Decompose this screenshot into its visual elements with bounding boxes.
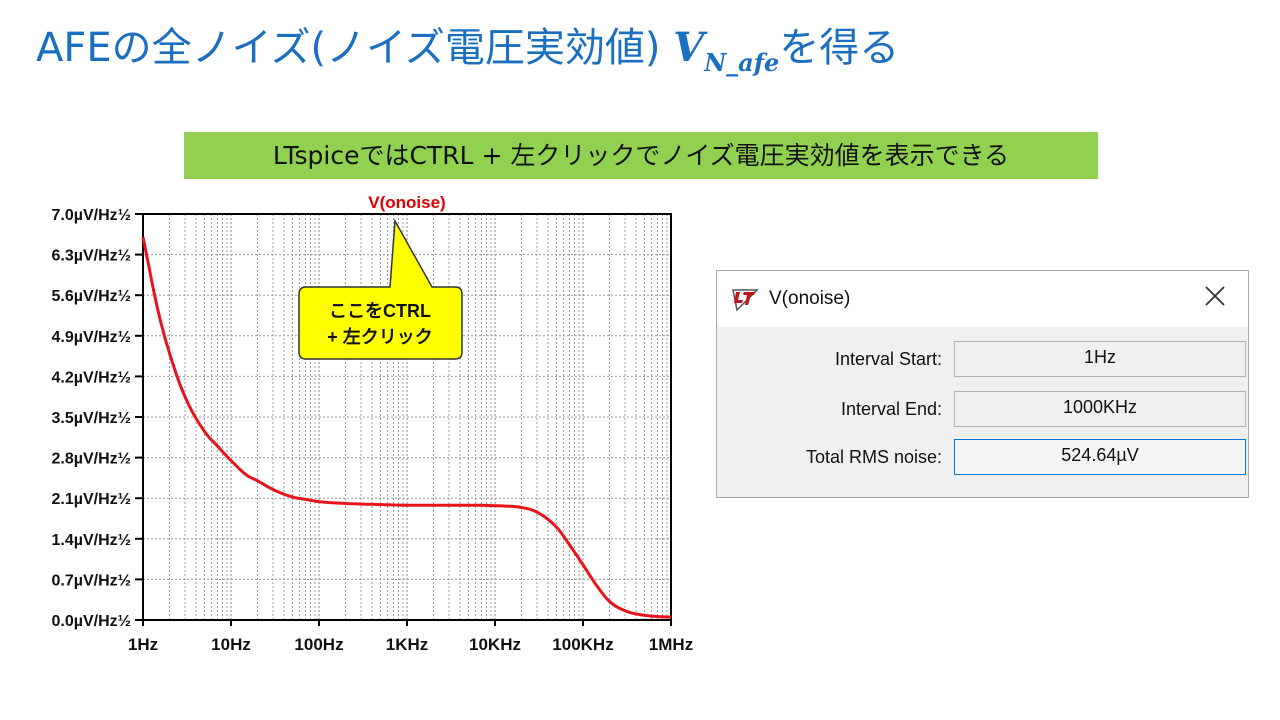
dialog-title: V(onoise): [769, 288, 851, 309]
info-banner: LTspiceではCTRL + 左クリックでノイズ電圧実効値を表示できる: [184, 132, 1098, 179]
y-tick-label: 0.0µV/Hz½: [52, 613, 131, 630]
callout-bubble: [298, 218, 463, 360]
noise-chart: 7.0µV/Hz½ 6.3µV/Hz½ 5.6µV/Hz½ 4.9µV/Hz½ 4.2µ…: [52, 193, 694, 654]
y-tick-label: 0.7µV/Hz½: [52, 572, 131, 589]
total-rms-noise-field[interactable]: 524.64µV: [954, 439, 1246, 475]
x-tick-label: 1MHz: [649, 635, 693, 654]
interval-start-field[interactable]: 1Hz: [954, 341, 1246, 377]
callout-line2: + 左クリック: [327, 326, 433, 347]
title-text: AFEの全ノイズ(ノイズ電圧実効値): [36, 25, 674, 71]
title-suffix: を得る: [779, 25, 900, 71]
x-tick-label: 10Hz: [211, 635, 251, 654]
y-tick-label: 5.6µV/Hz½: [52, 288, 131, 305]
x-tick-label: 10KHz: [469, 635, 521, 654]
title-symbol-sub: N_afe: [704, 48, 780, 77]
x-axis: 1Hz 10Hz 100Hz 1KHz 10KHz 100KHz 1MHz: [128, 620, 693, 654]
ltspice-logo-icon: [732, 289, 759, 312]
y-tick-label: 2.1µV/Hz½: [52, 491, 131, 508]
series-line-onoise[interactable]: [141, 236, 671, 619]
y-tick-label: 1.4µV/Hz½: [52, 532, 131, 549]
y-tick-label: 6.3µV/Hz½: [52, 248, 131, 265]
series-title[interactable]: V(onoise): [368, 193, 445, 212]
total-rms-noise-label: Total RMS noise:: [805, 447, 942, 467]
noise-dialog: V(onoise) Interval Start: 1Hz Interval E…: [716, 270, 1249, 498]
y-tick-label: 2.8µV/Hz½: [52, 451, 131, 468]
x-tick-label: 100Hz: [294, 635, 343, 654]
interval-start-label: Interval Start:: [834, 349, 942, 369]
close-icon[interactable]: [1202, 283, 1228, 309]
x-tick-label: 1KHz: [386, 635, 429, 654]
y-tick-label: 3.5µV/Hz½: [52, 410, 131, 427]
title-symbol: VN_afe: [673, 24, 779, 77]
y-axis: 7.0µV/Hz½ 6.3µV/Hz½ 5.6µV/Hz½ 4.9µV/Hz½ 4.2µ…: [52, 207, 143, 630]
interval-end-label: Interval End:: [840, 399, 942, 419]
title-symbol-main: V: [673, 24, 705, 71]
x-tick-label: 100KHz: [552, 635, 613, 654]
y-tick-label: 4.2µV/Hz½: [52, 369, 131, 386]
callout-line1: ここをCTRL: [329, 301, 431, 321]
dialog-titlebar[interactable]: V(onoise): [717, 271, 1248, 327]
y-tick-label: 7.0µV/Hz½: [52, 207, 131, 224]
x-tick-label: 1Hz: [128, 635, 158, 654]
interval-end-field[interactable]: 1000KHz: [954, 391, 1246, 427]
slide-title: AFEの全ノイズ(ノイズ電圧実効値) VN_afeを得る: [36, 22, 899, 89]
y-tick-label: 4.9µV/Hz½: [52, 329, 131, 346]
